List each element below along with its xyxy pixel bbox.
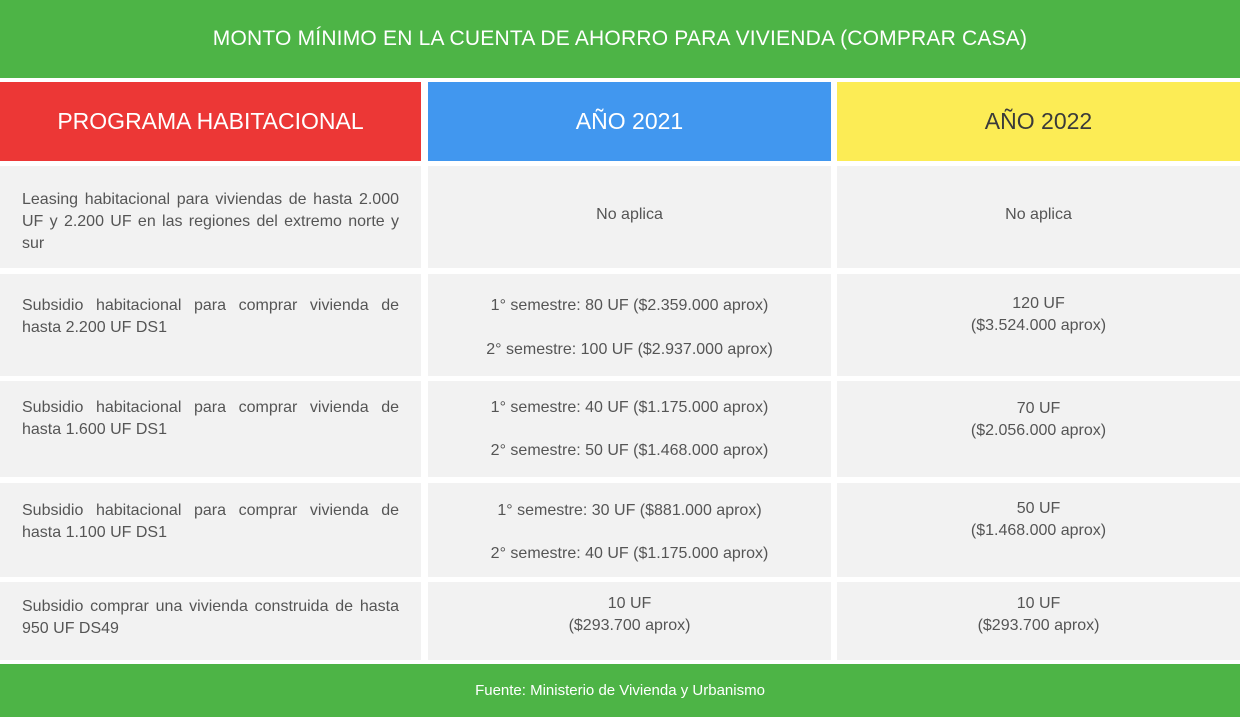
- table-row-2-program: Subsidio habitacional para comprar vivie…: [0, 381, 421, 477]
- table-row-0-program: Leasing habitacional para viviendas de h…: [0, 166, 421, 268]
- value-line: 2° semestre: 50 UF ($1.468.000 aprox): [490, 442, 769, 459]
- value-line: 70 UF: [1016, 400, 1061, 417]
- table-row-1-2022: 120 UF ($3.524.000 aprox): [837, 274, 1240, 376]
- program-text: Subsidio habitacional para comprar vivie…: [22, 502, 399, 541]
- value-line: 10 UF: [607, 595, 652, 612]
- table-row-3-2021: 1° semestre: 30 UF ($881.000 aprox) 2° s…: [428, 483, 831, 577]
- table-row-0-2021: No aplica: [428, 166, 831, 268]
- value-line: ($3.524.000 aprox): [970, 317, 1107, 334]
- table-row-2-2021: 1° semestre: 40 UF ($1.175.000 aprox) 2°…: [428, 381, 831, 477]
- value-line: ($293.700 aprox): [977, 617, 1100, 634]
- table-row-0-2022: No aplica: [837, 166, 1240, 268]
- program-text: Subsidio comprar una vivienda construida…: [22, 598, 399, 637]
- value-line: 2° semestre: 100 UF ($2.937.000 aprox): [486, 341, 773, 358]
- table-row-3-program: Subsidio habitacional para comprar vivie…: [0, 483, 421, 577]
- program-text: Leasing habitacional para viviendas de h…: [22, 191, 399, 252]
- table-row-2-2022: 70 UF ($2.056.000 aprox): [837, 381, 1240, 477]
- value-line: ($2.056.000 aprox): [970, 422, 1107, 439]
- header-program: PROGRAMA HABITACIONAL: [0, 82, 421, 161]
- value-line: 1° semestre: 40 UF ($1.175.000 aprox): [490, 399, 769, 416]
- source-footer: Fuente: Ministerio de Vivienda y Urbanis…: [0, 664, 1240, 717]
- value-line: No aplica: [1005, 206, 1072, 223]
- table-row-1-2021: 1° semestre: 80 UF ($2.359.000 aprox) 2°…: [428, 274, 831, 376]
- table-row-1-program: Subsidio habitacional para comprar vivie…: [0, 274, 421, 376]
- program-text: Subsidio habitacional para comprar vivie…: [22, 297, 399, 336]
- value-line: 1° semestre: 30 UF ($881.000 aprox): [497, 502, 762, 519]
- value-line: ($293.700 aprox): [568, 617, 691, 634]
- value-line: 1° semestre: 80 UF ($2.359.000 aprox): [490, 297, 769, 314]
- table-row-4-2021: 10 UF ($293.700 aprox): [428, 582, 831, 660]
- value-line: 2° semestre: 40 UF ($1.175.000 aprox): [490, 545, 769, 562]
- header-year-2021: AÑO 2021: [428, 82, 831, 161]
- value-line: 120 UF: [1012, 295, 1065, 312]
- header-year-2022: AÑO 2022: [837, 82, 1240, 161]
- value-line: 10 UF: [1016, 595, 1061, 612]
- program-text: Subsidio habitacional para comprar vivie…: [22, 399, 399, 438]
- table-row-4-program: Subsidio comprar una vivienda construida…: [0, 582, 421, 660]
- table-row-4-2022: 10 UF ($293.700 aprox): [837, 582, 1240, 660]
- value-line: 50 UF: [1016, 500, 1061, 517]
- value-line: ($1.468.000 aprox): [970, 522, 1107, 539]
- table-row-3-2022: 50 UF ($1.468.000 aprox): [837, 483, 1240, 577]
- value-line: No aplica: [596, 206, 663, 223]
- table-title: MONTO MÍNIMO EN LA CUENTA DE AHORRO PARA…: [0, 0, 1240, 78]
